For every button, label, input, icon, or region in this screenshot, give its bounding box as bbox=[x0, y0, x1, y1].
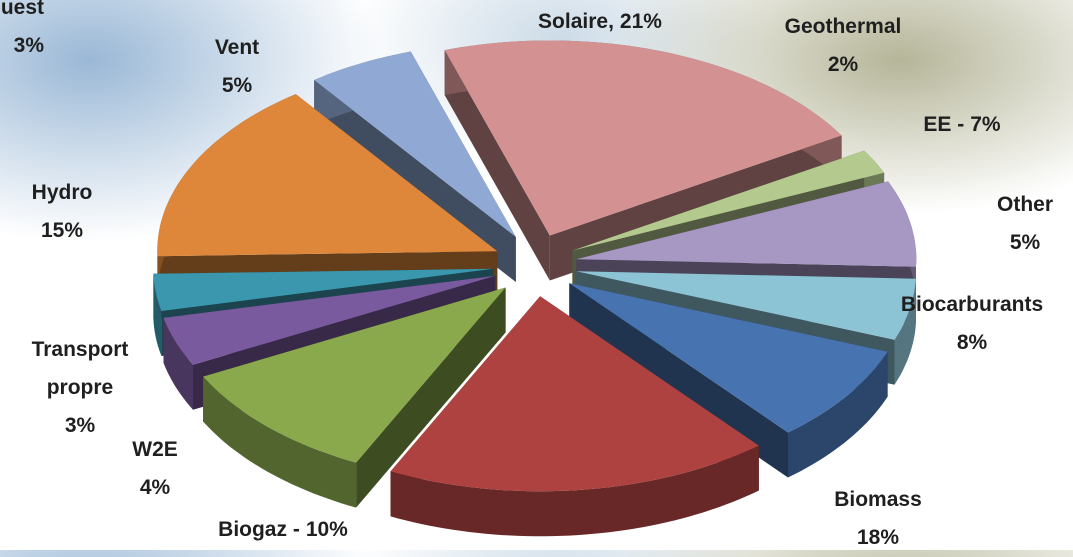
category-label: Geothermal bbox=[785, 8, 902, 46]
value-label: 7% bbox=[970, 113, 1000, 136]
value-label: 3% bbox=[15, 407, 145, 445]
category-label: Biocarburants bbox=[901, 286, 1043, 324]
category-label: Solaire, bbox=[538, 10, 614, 33]
category-label: EE - bbox=[923, 113, 964, 136]
slice-label: Solaire, 21% bbox=[538, 3, 662, 41]
value-label: 8% bbox=[901, 324, 1043, 362]
category-label: Transport propre bbox=[15, 331, 145, 407]
slice-label: EE - 7% bbox=[923, 106, 1000, 144]
slice-label: Biogaz - 10% bbox=[218, 511, 348, 549]
value-label: 10% bbox=[306, 518, 348, 541]
value-label: 2% bbox=[785, 46, 902, 84]
value-label: 4% bbox=[132, 469, 178, 507]
annotation: 3% bbox=[0, 27, 44, 65]
category-label: Biomass bbox=[834, 481, 922, 519]
category-label: Other bbox=[997, 186, 1053, 224]
value-label: 5% bbox=[997, 224, 1053, 262]
value-label: 21% bbox=[620, 10, 662, 33]
value-label: 5% bbox=[215, 67, 259, 105]
category-label: Biogaz - bbox=[218, 518, 300, 541]
value-label: 18% bbox=[834, 519, 922, 557]
page: Solaire,21%Geothermal2%EE -7%Other5%Bioc… bbox=[0, 0, 1073, 550]
annotation: uest bbox=[0, 0, 44, 27]
category-label: Vent bbox=[215, 29, 259, 67]
value-label: 15% bbox=[32, 212, 93, 250]
category-label: Hydro bbox=[32, 174, 93, 212]
